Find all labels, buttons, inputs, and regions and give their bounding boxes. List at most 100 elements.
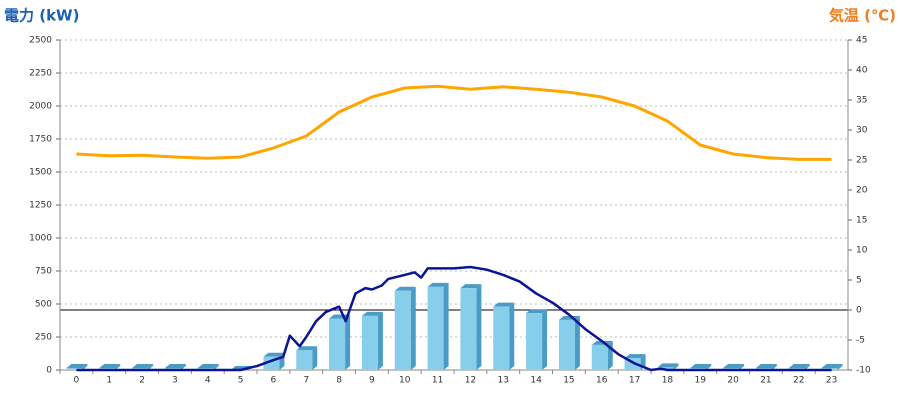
- x-tick-label: 9: [369, 376, 375, 386]
- bar: [558, 319, 575, 370]
- bar-side: [542, 309, 548, 370]
- bar-side: [377, 311, 383, 370]
- bar-side: [312, 346, 318, 370]
- bar-side: [509, 302, 515, 370]
- bar-side: [443, 282, 449, 370]
- x-tick-label: 15: [563, 376, 574, 386]
- x-tick-label: 5: [238, 376, 244, 386]
- bar-top: [493, 302, 515, 307]
- bar-top: [624, 354, 646, 359]
- y-axis-title: 電力 (kW): [4, 7, 79, 25]
- x-tick-label: 22: [793, 376, 804, 386]
- y-tick-label: 250: [35, 333, 52, 343]
- x-tick-label: 4: [205, 376, 211, 386]
- bar-side: [345, 314, 351, 370]
- y2-tick-label: 40: [856, 66, 868, 76]
- bar: [361, 315, 378, 370]
- y2-tick-label: 25: [856, 156, 867, 166]
- y2-tick-label: 30: [856, 126, 868, 136]
- bar-top: [755, 364, 777, 369]
- bar-side: [706, 364, 712, 370]
- bar-top: [821, 364, 843, 369]
- bar-top: [164, 364, 186, 369]
- x-tick-label: 17: [629, 376, 640, 386]
- bar-side: [476, 284, 482, 370]
- x-tick-label: 0: [74, 376, 80, 386]
- bar-side: [837, 364, 843, 370]
- bar-top: [526, 309, 548, 314]
- bar-side: [673, 363, 679, 370]
- bar-top: [197, 364, 219, 369]
- y-tick-label: 1750: [29, 135, 52, 145]
- bar: [296, 350, 313, 370]
- line: [76, 265, 832, 372]
- y2-axis-title: 気温 (℃): [829, 7, 896, 25]
- bar-side: [574, 315, 580, 370]
- x-tick-label: 16: [596, 376, 608, 386]
- x-tick-label: 7: [303, 376, 309, 386]
- y-tick-label: 1250: [29, 201, 52, 211]
- bar: [329, 318, 346, 370]
- y2-tick-label: 20: [856, 186, 868, 196]
- x-tick-label: 13: [498, 376, 509, 386]
- line: [76, 84, 832, 161]
- bar: [591, 344, 608, 370]
- bar-side: [180, 364, 186, 370]
- x-tick-label: 20: [727, 376, 739, 386]
- bar: [427, 286, 444, 370]
- bar: [66, 368, 83, 370]
- x-tick-label: 11: [432, 376, 443, 386]
- bar-top: [723, 364, 745, 369]
- x-tick-label: 14: [530, 376, 542, 386]
- bar-side: [213, 364, 219, 370]
- bar-side: [82, 364, 88, 370]
- bar-top: [394, 286, 416, 291]
- bar-top: [296, 346, 318, 351]
- x-tick-label: 2: [139, 376, 145, 386]
- bar-side: [115, 364, 121, 370]
- bar-top: [361, 311, 383, 316]
- x-tick-label: 12: [465, 376, 476, 386]
- bar-top: [657, 363, 679, 368]
- bar-top: [263, 352, 285, 357]
- bar: [460, 288, 477, 370]
- bar-side: [410, 286, 416, 370]
- y2-tick-label: 5: [856, 276, 862, 286]
- y2-tick-label: 10: [856, 246, 868, 256]
- x-tick-label: 1: [106, 376, 112, 386]
- x-tick-label: 18: [662, 376, 674, 386]
- x-tick-label: 19: [695, 376, 707, 386]
- bar: [394, 290, 411, 370]
- y-tick-label: 2500: [29, 36, 52, 46]
- bar-top: [690, 364, 712, 369]
- y2-tick-label: -10: [856, 366, 871, 376]
- bar-top: [427, 282, 449, 287]
- bar-top: [66, 364, 88, 369]
- y-tick-label: 2250: [29, 69, 52, 79]
- bar-top: [460, 284, 482, 289]
- y2-tick-label: -5: [856, 336, 865, 346]
- bar: [493, 306, 510, 370]
- bar-side: [148, 364, 154, 370]
- bar-top: [132, 364, 154, 369]
- y-tick-label: 1500: [29, 168, 52, 178]
- y2-tick-label: 35: [856, 96, 867, 106]
- y2-tick-label: 45: [856, 36, 867, 46]
- bar-top: [788, 364, 810, 369]
- x-tick-label: 10: [399, 376, 411, 386]
- x-tick-label: 3: [172, 376, 178, 386]
- y-tick-label: 2000: [29, 102, 52, 112]
- bar: [526, 313, 543, 370]
- x-tick-label: 6: [271, 376, 277, 386]
- bar-top: [99, 364, 121, 369]
- x-tick-label: 21: [760, 376, 771, 386]
- bar: [624, 358, 641, 370]
- x-tick-label: 8: [336, 376, 342, 386]
- y-tick-label: 750: [35, 267, 52, 277]
- y-tick-label: 500: [35, 300, 52, 310]
- y2-tick-label: 0: [856, 306, 862, 316]
- y-tick-label: 0: [46, 366, 52, 376]
- x-tick-label: 23: [826, 376, 837, 386]
- y2-tick-label: 15: [856, 216, 867, 226]
